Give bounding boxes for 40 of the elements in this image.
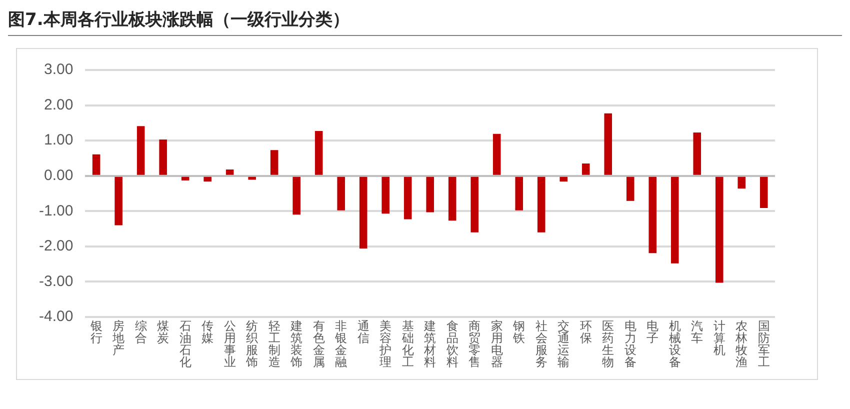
x-tick-label: 建筑装饰 (290, 319, 303, 370)
x-tick-label: 医药生物 (602, 319, 614, 370)
x-tick-label: 电子 (646, 319, 659, 346)
chart-title: 图7.本周各行业板块涨跌幅（一级行业分类） (8, 8, 842, 36)
x-tick-label: 建筑材料 (423, 319, 436, 370)
x-tick-label: 机械设备 (668, 319, 681, 370)
x-tick-label: 基础化工 (400, 319, 414, 370)
y-tick-label: -2.00 (38, 238, 74, 255)
x-tick-label: 钢铁 (512, 319, 526, 346)
x-tick-label: 非银金融 (334, 319, 348, 370)
x-tick-label: 美容护理 (378, 319, 392, 370)
x-tick-label: 电力设备 (624, 319, 636, 370)
x-tick-label: 农林牧渔 (734, 319, 748, 370)
x-tick-label: 有色金属 (312, 319, 325, 370)
x-tick-label: 国防军工 (758, 319, 770, 370)
x-tick-label: 公用事业 (224, 319, 236, 370)
x-tick-label: 环保 (580, 319, 592, 346)
y-tick-label: -3.00 (38, 272, 74, 290)
x-tick-label: 家用电器 (490, 319, 503, 370)
x-tick-label: 煤炭 (157, 319, 170, 346)
x-tick-label: 交通运输 (558, 319, 570, 370)
y-tick-label: 0.00 (44, 167, 74, 184)
x-tick-label: 社会服务 (535, 319, 548, 370)
y-tick-label: 1.00 (44, 132, 74, 149)
x-tick-label: 轻工制造 (268, 319, 280, 370)
y-tick-label: 3.00 (44, 61, 74, 78)
x-tick-label: 商贸零售 (468, 319, 481, 370)
x-tick-label: 银行 (89, 319, 102, 346)
x-tick-label: 计算机 (713, 319, 726, 358)
x-tick-label: 传媒 (202, 319, 214, 346)
x-tick-label: 纺织服饰 (245, 319, 258, 370)
x-tick-label: 食品饮料 (445, 319, 458, 370)
y-tick-label: 2.00 (44, 96, 74, 114)
y-tick-label: -1.00 (38, 202, 74, 220)
x-tick-label: 房地产 (112, 319, 125, 358)
x-tick-label: 通信 (357, 319, 370, 346)
x-tick-label: 石油石化 (179, 319, 192, 370)
y-tick-label: -4.00 (38, 308, 74, 326)
x-tick-label: 综合 (134, 319, 147, 346)
x-tick-label: 汽车 (691, 319, 704, 346)
